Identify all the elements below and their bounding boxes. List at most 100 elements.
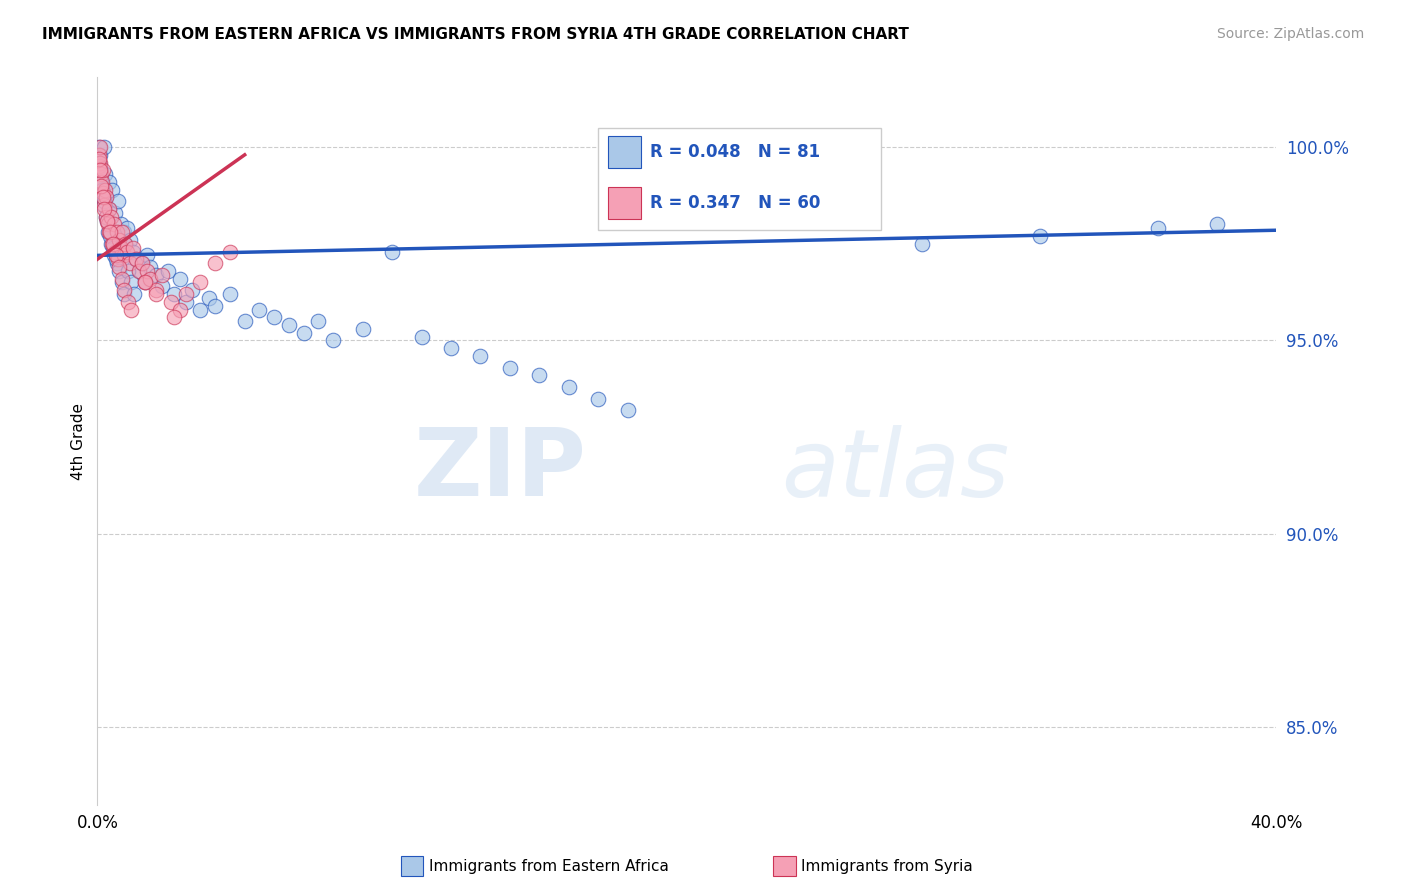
Point — [190, 302, 212, 317]
Point — [911, 236, 934, 251]
Point — [100, 210, 122, 224]
Point — [91, 198, 114, 212]
Point — [163, 287, 186, 301]
Point — [134, 276, 156, 290]
Point — [114, 283, 136, 297]
Point — [110, 218, 132, 232]
Point — [128, 264, 150, 278]
Point — [107, 194, 129, 209]
Point — [307, 314, 329, 328]
Point — [136, 264, 159, 278]
Point — [117, 264, 139, 278]
Point — [121, 244, 143, 259]
Point — [145, 268, 167, 282]
Point — [89, 163, 111, 178]
Point — [90, 175, 112, 189]
Point — [110, 271, 132, 285]
Point — [93, 140, 115, 154]
Point — [588, 392, 610, 406]
Point — [204, 256, 226, 270]
Point — [219, 244, 242, 259]
Point — [89, 148, 111, 162]
Point — [97, 225, 120, 239]
Point — [139, 260, 162, 274]
Point — [174, 294, 197, 309]
Point — [115, 244, 138, 259]
Point — [169, 271, 191, 285]
Point — [87, 152, 110, 166]
Point — [122, 287, 145, 301]
Point — [381, 244, 404, 259]
Y-axis label: 4th Grade: 4th Grade — [72, 402, 86, 480]
Text: ZIP: ZIP — [413, 425, 586, 516]
Text: R = 0.048   N = 81: R = 0.048 N = 81 — [650, 144, 820, 161]
Point — [411, 329, 433, 343]
Point — [131, 256, 153, 270]
Point — [118, 256, 141, 270]
Point — [1206, 218, 1229, 232]
Point — [93, 167, 115, 181]
Point — [96, 210, 118, 224]
Point — [101, 236, 124, 251]
Point — [90, 167, 112, 181]
Point — [322, 334, 344, 348]
Point — [150, 279, 173, 293]
Point — [89, 163, 111, 178]
Point — [499, 360, 522, 375]
Point — [470, 349, 492, 363]
Point — [292, 326, 315, 340]
Point — [103, 218, 125, 232]
Point — [249, 302, 271, 317]
Text: Source: ZipAtlas.com: Source: ZipAtlas.com — [1216, 27, 1364, 41]
Point — [115, 221, 138, 235]
Point — [128, 264, 150, 278]
Point — [94, 190, 117, 204]
Point — [87, 148, 110, 162]
Point — [121, 241, 143, 255]
Point — [91, 183, 114, 197]
Point — [104, 252, 127, 267]
Point — [440, 341, 463, 355]
Point — [617, 403, 640, 417]
Point — [90, 178, 112, 193]
Point — [120, 302, 142, 317]
Point — [107, 264, 129, 278]
Point — [150, 268, 173, 282]
Point — [108, 233, 131, 247]
Point — [134, 276, 156, 290]
Point — [93, 198, 115, 212]
Point — [108, 241, 131, 255]
Point — [98, 202, 121, 216]
Point — [263, 310, 285, 325]
Point — [87, 160, 110, 174]
Point — [89, 160, 111, 174]
Point — [139, 271, 162, 285]
Point — [558, 380, 581, 394]
Point — [145, 287, 167, 301]
Point — [169, 302, 191, 317]
Point — [91, 186, 114, 201]
Point — [112, 248, 135, 262]
Point — [93, 202, 115, 216]
Point — [110, 276, 132, 290]
Point — [93, 194, 115, 209]
Point — [131, 256, 153, 270]
Point — [124, 252, 146, 267]
Text: IMMIGRANTS FROM EASTERN AFRICA VS IMMIGRANTS FROM SYRIA 4TH GRADE CORRELATION CH: IMMIGRANTS FROM EASTERN AFRICA VS IMMIGR… — [42, 27, 910, 42]
FancyBboxPatch shape — [607, 186, 641, 219]
Point — [110, 241, 132, 255]
Point — [94, 210, 117, 224]
Point — [117, 294, 139, 309]
Point — [134, 276, 156, 290]
Text: Immigrants from Syria: Immigrants from Syria — [801, 859, 973, 873]
Point — [124, 252, 146, 267]
Point — [87, 140, 110, 154]
Point — [105, 225, 128, 239]
Point — [204, 299, 226, 313]
Point — [101, 236, 124, 251]
Point — [101, 183, 124, 197]
Point — [98, 225, 121, 239]
Point — [93, 183, 115, 197]
Point — [112, 225, 135, 239]
Point — [97, 202, 120, 216]
